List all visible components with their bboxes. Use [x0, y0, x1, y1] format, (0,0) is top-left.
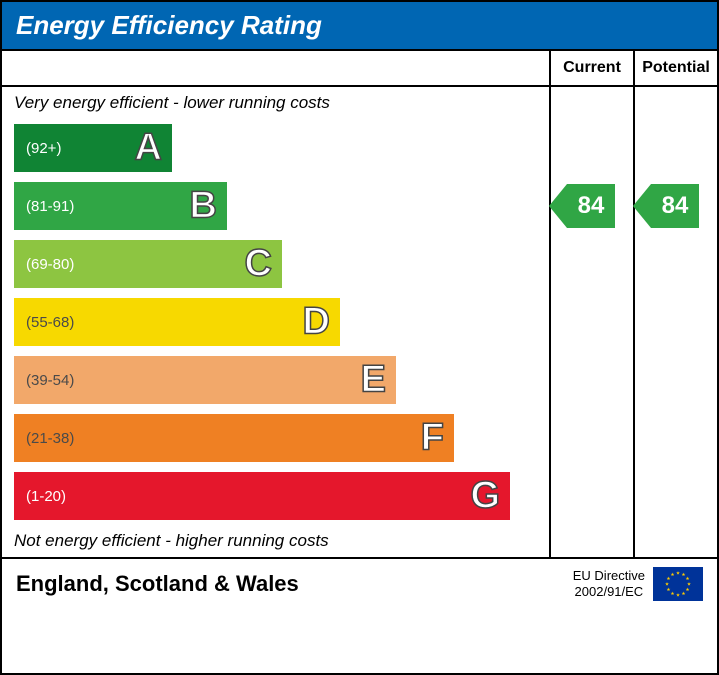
arrow-pointer-icon — [549, 184, 567, 228]
rating-bar-f: (21-38) F — [14, 414, 454, 462]
rating-bar-g: (1-20) G — [14, 472, 510, 520]
footer-right: EU Directive 2002/91/EC — [573, 567, 703, 601]
bar-row-c: (69-80) C — [14, 235, 537, 293]
bar-row-d: (55-68) D — [14, 293, 537, 351]
rating-bar-d: (55-68) D — [14, 298, 340, 346]
top-caption: Very energy efficient - lower running co… — [2, 87, 549, 119]
bar-range-label: (21-38) — [14, 430, 74, 447]
directive-line1: EU Directive — [573, 568, 645, 583]
bar-letter: E — [361, 359, 386, 402]
header-current: Current — [549, 51, 633, 85]
directive-line2: 2002/91/EC — [575, 584, 644, 599]
bar-letter: D — [303, 301, 330, 344]
bottom-caption: Not energy efficient - higher running co… — [2, 525, 549, 557]
current-rating-badge-value: 84 — [567, 184, 615, 228]
bar-range-label: (55-68) — [14, 314, 74, 331]
rating-bar-c: (69-80) C — [14, 240, 282, 288]
epc-chart: Energy Efficiency Rating Current Potenti… — [0, 0, 719, 675]
chart-body: Very energy efficient - lower running co… — [2, 87, 717, 557]
arrow-pointer-icon — [633, 184, 651, 228]
bar-row-e: (39-54) E — [14, 351, 537, 409]
bar-row-b: (81-91) B — [14, 177, 537, 235]
bar-row-f: (21-38) F — [14, 409, 537, 467]
column-potential: 84 — [633, 87, 717, 557]
footer-directive: EU Directive 2002/91/EC — [573, 568, 645, 599]
chart-title: Energy Efficiency Rating — [2, 2, 717, 51]
bar-row-g: (1-20) G — [14, 467, 537, 525]
bar-letter: F — [421, 417, 444, 460]
bar-row-a: (92+) A — [14, 119, 537, 177]
column-current: 84 — [549, 87, 633, 557]
bar-letter: C — [245, 243, 272, 286]
footer-region: England, Scotland & Wales — [16, 571, 299, 597]
bar-range-label: (39-54) — [14, 372, 74, 389]
bar-letter: B — [190, 185, 217, 228]
bars-area: (92+) A (81-91) B (69-80) C (55-68) D (39-54) E (2… — [2, 119, 549, 525]
current-rating-badge: 84 — [549, 184, 615, 228]
bar-letter: A — [135, 127, 162, 170]
bar-range-label: (92+) — [14, 140, 61, 157]
rating-bar-a: (92+) A — [14, 124, 172, 172]
bar-letter: G — [470, 475, 500, 518]
rating-bar-e: (39-54) E — [14, 356, 396, 404]
column-headers: Current Potential — [2, 51, 717, 87]
header-spacer — [2, 51, 549, 85]
potential-rating-badge: 84 — [633, 184, 699, 228]
bar-range-label: (69-80) — [14, 256, 74, 273]
bar-range-label: (1-20) — [14, 488, 66, 505]
bars-column: Very energy efficient - lower running co… — [2, 87, 549, 557]
potential-rating-badge-value: 84 — [651, 184, 699, 228]
bar-range-label: (81-91) — [14, 198, 74, 215]
header-potential: Potential — [633, 51, 717, 85]
eu-flag-icon — [653, 567, 703, 601]
footer: England, Scotland & Wales EU Directive 2… — [2, 559, 717, 609]
rating-bar-b: (81-91) B — [14, 182, 227, 230]
